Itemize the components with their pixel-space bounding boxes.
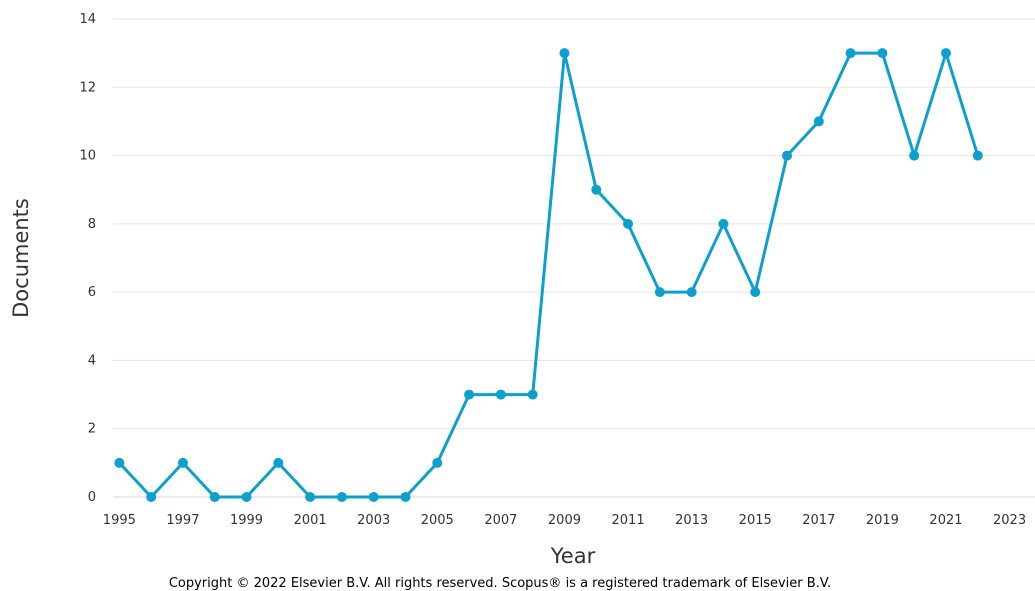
data-point <box>432 457 443 468</box>
x-axis-ticks: 1995 1997 1999 2001 2003 2005 2007 2009 2011 2013… <box>103 513 1026 528</box>
data-point <box>177 457 188 468</box>
series-group <box>114 48 983 502</box>
data-point <box>273 457 284 468</box>
data-point <box>464 389 475 400</box>
data-point <box>940 48 951 59</box>
x-tick-label: 2001 <box>294 513 327 528</box>
x-axis-title: Year <box>550 544 596 568</box>
x-tick-label: 2009 <box>548 513 581 528</box>
data-point <box>146 492 157 502</box>
data-point <box>782 150 793 161</box>
data-point <box>686 287 697 298</box>
y-tick-label: 10 <box>79 149 96 164</box>
x-tick-label: 2017 <box>802 513 835 528</box>
y-axis-title: Documents <box>9 198 33 318</box>
x-tick-label: 2023 <box>993 513 1026 528</box>
copyright-notice: Copyright © 2022 Elsevier B.V. All right… <box>168 576 832 591</box>
y-tick-label: 0 <box>88 490 96 505</box>
x-tick-label: 2013 <box>675 513 708 528</box>
data-point <box>972 150 983 161</box>
data-point <box>495 389 506 400</box>
data-point <box>591 184 602 195</box>
data-point <box>400 492 411 502</box>
x-tick-label: 1997 <box>166 513 199 528</box>
data-point <box>305 492 316 502</box>
data-point <box>623 218 634 229</box>
x-tick-label: 2007 <box>484 513 517 528</box>
data-point <box>654 287 665 298</box>
data-point <box>241 492 252 502</box>
x-tick-label: 2011 <box>612 513 645 528</box>
data-point <box>845 48 856 59</box>
gridlines <box>113 18 1035 498</box>
x-tick-label: 1999 <box>230 513 263 528</box>
y-tick-label: 8 <box>88 217 96 232</box>
y-axis-ticks: 0 2 4 6 8 10 12 14 <box>79 12 96 505</box>
data-point <box>368 492 379 502</box>
data-point <box>527 389 538 400</box>
x-tick-label: 1995 <box>103 513 136 528</box>
x-tick-label: 2019 <box>866 513 899 528</box>
series-line <box>117 51 980 499</box>
x-tick-label: 2021 <box>929 513 962 528</box>
data-point <box>750 287 761 298</box>
data-point <box>209 492 220 502</box>
x-tick-label: 2003 <box>357 513 390 528</box>
data-point <box>559 48 570 59</box>
data-point <box>718 218 729 229</box>
y-tick-label: 14 <box>79 12 96 27</box>
data-point <box>336 492 347 502</box>
data-point <box>909 150 920 161</box>
data-point <box>114 457 125 468</box>
x-tick-label: 2005 <box>421 513 454 528</box>
y-tick-label: 12 <box>79 80 96 95</box>
y-tick-label: 6 <box>88 285 96 300</box>
data-point <box>813 116 824 127</box>
y-tick-label: 4 <box>88 353 96 368</box>
data-point <box>877 48 888 59</box>
x-tick-label: 2015 <box>739 513 772 528</box>
y-tick-label: 2 <box>88 422 96 437</box>
